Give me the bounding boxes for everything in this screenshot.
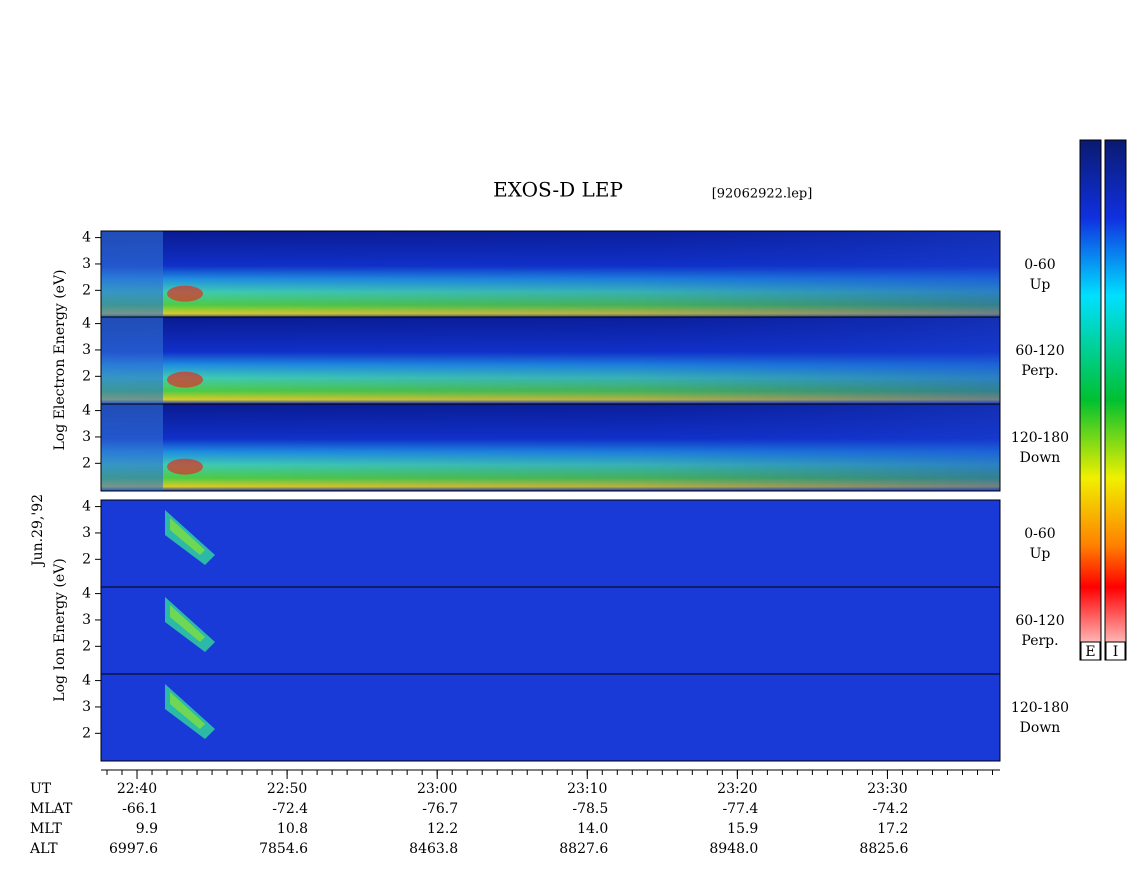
y-tick-label: 4 [82, 316, 91, 332]
spectrograms: 2 3 4 0-60 Up 2 3 4 60-120 Perp. 2 3 4 120-180 Down 2 3 4… [82, 230, 1069, 762]
spectrogram [101, 674, 1000, 761]
panel-label: Down [1020, 720, 1061, 736]
panel-label: Down [1020, 450, 1061, 466]
burst [101, 317, 163, 404]
row-name: ALT [29, 841, 58, 857]
panel-label: 0-60 [1024, 526, 1055, 542]
title: EXOS-D LEP [493, 178, 623, 202]
row-value: 12.2 [427, 821, 458, 837]
spectrogram-fade [101, 404, 1000, 491]
y-tick-label: 2 [82, 551, 91, 567]
ion-streak-core [170, 692, 205, 729]
ion-axis-label: Log Ion Energy (eV) [52, 558, 68, 701]
row-value: 8948.0 [709, 841, 758, 857]
row-value: 17.2 [877, 821, 908, 837]
row-name: UT [30, 781, 52, 797]
burst-hot [167, 371, 203, 388]
row-name: MLAT [30, 801, 73, 817]
row-value: 10.8 [277, 821, 308, 837]
x-tick-label: 23:10 [567, 781, 607, 797]
y-tick-label: 2 [82, 638, 91, 654]
colorbar-label-box [1080, 641, 1101, 661]
row-value: 8827.6 [559, 841, 608, 857]
row-value: -74.2 [873, 801, 909, 817]
row-value: -77.4 [722, 801, 758, 817]
row-value: 15.9 [727, 821, 758, 837]
y-tick-label: 3 [82, 525, 91, 541]
colorbar-label: I [1113, 644, 1119, 660]
y-tick-label: 2 [82, 725, 91, 741]
y-tick-label: 4 [82, 499, 91, 515]
file-name: [92062922.lep] [712, 187, 813, 202]
y-tick-label: 2 [82, 282, 91, 298]
spectrogram [101, 500, 1000, 587]
spectrogram-fade [101, 317, 1000, 404]
y-tick-label: 3 [82, 256, 91, 272]
x-tick-label: 22:50 [267, 781, 307, 797]
spectrogram-fade [101, 231, 1000, 318]
panel-frame [100, 403, 1001, 492]
y-tick-label: 4 [82, 673, 91, 689]
row-value: 8463.8 [409, 841, 458, 857]
panel-label: 60-120 [1015, 613, 1064, 629]
y-tick-label: 4 [82, 230, 91, 246]
y-tick-label: 3 [82, 699, 91, 715]
colorbar [1104, 139, 1127, 661]
panel-label: Up [1030, 277, 1051, 293]
panel-label: 0-60 [1024, 257, 1055, 273]
date: Jun.29,'92 [30, 494, 46, 568]
y-tick-label: 4 [82, 586, 91, 602]
ion-streak-core [170, 518, 205, 555]
burst-hot [167, 458, 203, 475]
burst-hot [167, 285, 203, 302]
panel-label: 60-120 [1015, 343, 1064, 359]
panel-label: 120-180 [1011, 700, 1069, 716]
colorbar-label-box [1105, 641, 1126, 661]
x-tick-label: 23:00 [417, 781, 457, 797]
x-tick-label: 22:40 [117, 781, 157, 797]
x-tick-label: 23:20 [717, 781, 757, 797]
row-value: 7854.6 [259, 841, 308, 857]
panel-frame [100, 673, 1001, 762]
y-tick-label: 2 [82, 455, 91, 471]
y-tick-label: 3 [82, 612, 91, 628]
row-value: 6997.6 [109, 841, 158, 857]
row-value: 8825.6 [859, 841, 908, 857]
burst [101, 404, 163, 491]
panel-label: Up [1030, 546, 1051, 562]
x-tick-label: 23:30 [867, 781, 907, 797]
panel-label: Perp. [1021, 363, 1058, 379]
row-value: -76.7 [422, 801, 458, 817]
panel-label: 120-180 [1011, 430, 1069, 446]
electron-axis-label: Log Electron Energy (eV) [52, 269, 68, 450]
row-value: 14.0 [577, 821, 608, 837]
colorbar [1079, 139, 1102, 661]
y-tick-label: 2 [82, 368, 91, 384]
row-value: -66.1 [122, 801, 158, 817]
spectrogram [101, 587, 1000, 674]
row-value: -78.5 [572, 801, 608, 817]
y-tick-label: 3 [82, 429, 91, 445]
colorbar-label: E [1085, 644, 1095, 660]
y-tick-label: 4 [82, 403, 91, 419]
row-name: MLT [30, 821, 62, 837]
y-tick-label: 3 [82, 342, 91, 358]
burst [101, 231, 163, 318]
ion-streak-core [170, 605, 205, 642]
row-value: 9.9 [136, 821, 158, 837]
row-value: -72.4 [272, 801, 308, 817]
panel-label: Perp. [1021, 633, 1058, 649]
